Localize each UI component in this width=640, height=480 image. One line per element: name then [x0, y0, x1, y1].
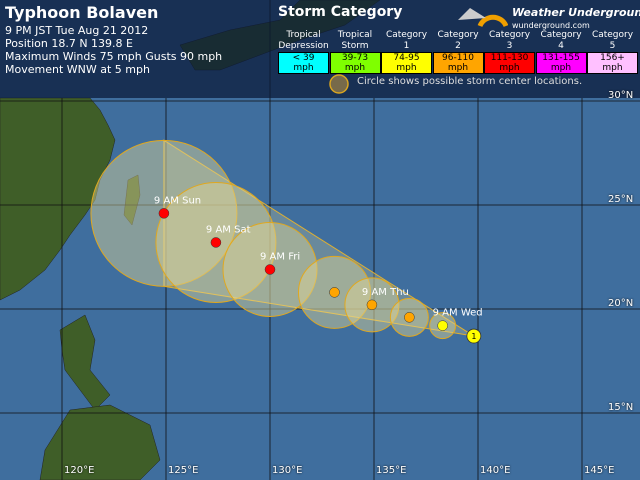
category-swatch: 39-73 mph — [329, 52, 381, 74]
category-line1: Category — [591, 30, 634, 40]
category-label: Category 2 — [433, 30, 484, 52]
category-swatch: 131-155 mph — [535, 52, 587, 74]
circle-legend-icon — [329, 74, 349, 94]
category-range: 131-155 — [542, 53, 580, 63]
forecast-time-label: 9 AM Sat — [206, 224, 251, 235]
category-line1: Tropical — [286, 30, 321, 40]
longitude-label: 140°E — [480, 465, 511, 476]
forecast-storm-icon[interactable] — [329, 287, 340, 298]
category-range: 74-95 — [393, 53, 420, 63]
category-range: 39-73 — [341, 53, 369, 63]
forecast-storm-icon[interactable] — [264, 264, 276, 275]
category-swatch: 111-130 mph — [484, 52, 535, 74]
category-line2: Depression — [278, 41, 329, 51]
category-unit: mph — [550, 63, 572, 73]
storm-title: Typhoon Bolaven — [5, 3, 159, 22]
forecast-time-label: 9 AM Sun — [154, 195, 201, 206]
forecast-time-label: 9 AM Thu — [362, 287, 409, 298]
legend-title: Storm Category — [278, 4, 403, 20]
category-swatch: < 39 mph — [278, 52, 329, 74]
category-label: Category 3 — [484, 30, 535, 52]
category-line2: 3 — [506, 41, 513, 51]
category-label: Category 4 — [536, 30, 587, 52]
current-storm-icon[interactable] — [466, 328, 482, 344]
category-line1: Category — [540, 30, 582, 40]
latitude-label: 25°N — [608, 194, 634, 205]
forecast-storm-icon[interactable] — [158, 208, 170, 219]
category-unit: mph — [396, 63, 417, 73]
china-coast — [0, 97, 116, 301]
category-range: 156+ — [600, 53, 625, 63]
storm-winds: Maximum Winds 75 mph Gusts 90 mph — [5, 50, 223, 63]
category-swatch: 156+ mph — [587, 52, 638, 74]
forecast-storm-icon[interactable] — [366, 299, 378, 311]
category-line2: 5 — [609, 41, 616, 51]
category-unit: mph — [293, 63, 314, 73]
longitude-label: 135°E — [376, 465, 407, 476]
taiwan — [123, 174, 141, 226]
category-line1: Category — [437, 30, 479, 40]
longitude-label: 120°E — [64, 465, 95, 476]
category-label: Category 1 — [381, 30, 432, 52]
longitude-label: 130°E — [272, 465, 303, 476]
category-swatch: 74-95 mph — [381, 52, 432, 74]
luzon — [59, 314, 111, 411]
forecast-storm-icon[interactable] — [210, 237, 222, 248]
current-category-label: 1 — [471, 332, 476, 341]
weather-underground-logo-icon — [458, 8, 508, 28]
category-range: < 39 — [292, 53, 315, 63]
forecast-time-label: 9 AM Fri — [260, 251, 300, 262]
storm-markers: 9 AM Wed 9 AM Thu 9 AM Fri 9 AM Sat 9 AM Sun… — [154, 195, 483, 344]
category-swatch: 96-110 mph — [432, 52, 484, 74]
storm-time: 9 PM JST Tue Aug 21 2012 — [5, 24, 149, 37]
category-line2: 2 — [455, 41, 461, 51]
category-label: Tropical Storm — [330, 30, 381, 52]
category-line2: Storm — [341, 41, 369, 51]
brand-url: wunderground.com — [512, 21, 590, 30]
category-unit: mph — [447, 63, 469, 73]
category-line1: Tropical — [337, 30, 373, 40]
category-unit: mph — [344, 63, 366, 73]
storm-movement: Movement WNW at 5 mph — [5, 63, 150, 76]
longitude-label: 125°E — [168, 465, 199, 476]
forecast-storm-icon[interactable] — [437, 320, 448, 331]
category-label: Tropical Depression — [278, 30, 329, 52]
category-line2: 4 — [558, 41, 564, 51]
brand-name: Weather Underground — [512, 6, 640, 19]
forecast-storm-icon[interactable] — [404, 312, 415, 323]
category-unit: mph — [499, 63, 520, 73]
category-line1: Category — [488, 30, 531, 40]
category-range: 111-130 — [490, 53, 529, 63]
category-range: 96-110 — [442, 53, 474, 63]
storm-position: Position 18.7 N 139.8 E — [5, 37, 133, 50]
latitude-label: 15°N — [608, 402, 634, 413]
category-unit: mph — [602, 63, 623, 73]
category-line1: Category — [385, 30, 428, 40]
longitude-label: 145°E — [584, 465, 615, 476]
latitude-label: 20°N — [608, 298, 634, 309]
category-line2: 1 — [403, 41, 410, 51]
legend-note: Circle shows possible storm center locat… — [357, 76, 583, 87]
header-panel — [0, 0, 640, 98]
category-label: Category 5 — [587, 30, 638, 52]
forecast-time-label: 9 AM Wed — [433, 308, 483, 319]
philippines-south — [39, 404, 161, 480]
latitude-label: 30°N — [608, 90, 634, 101]
